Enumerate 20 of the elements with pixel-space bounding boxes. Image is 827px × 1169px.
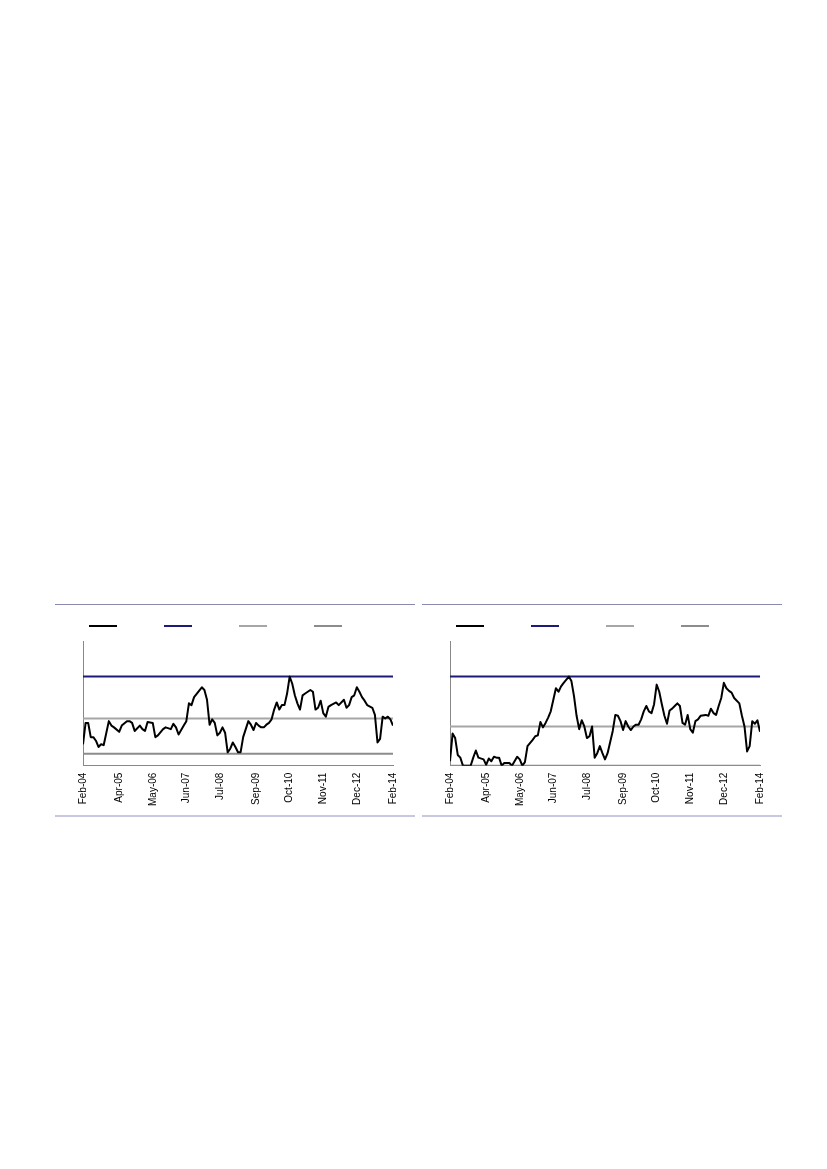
x-tick-label: Jul-08 [580,772,592,800]
x-tick-label: Feb-04 [76,772,88,805]
x-tick-label: Dec-12 [350,772,362,805]
x-tick-label: Apr-05 [479,772,491,803]
x-tick-label: Jun-07 [547,772,559,804]
x-tick-label: Apr-05 [112,772,124,803]
x-tick-label: Feb-04 [443,772,455,805]
x-tick-label: Sep-09 [249,772,261,805]
x-tick-label: May-06 [513,772,525,807]
x-tick-label: May-06 [146,772,158,807]
x-tick-label: Feb-14 [386,772,398,805]
x-tick-label: Nov-11 [684,772,695,805]
x-tick-label: Dec-12 [717,772,729,805]
x-tick-label: Jul-08 [213,772,225,800]
x-tick-label: Feb-14 [753,772,765,805]
x-tick-label: Nov-11 [317,772,328,805]
x-tick-label: Oct-10 [650,772,662,803]
x-tick-label: Sep-09 [616,772,628,805]
x-tick-label: Jun-07 [180,772,192,804]
x-tick-label: Oct-10 [283,772,295,803]
